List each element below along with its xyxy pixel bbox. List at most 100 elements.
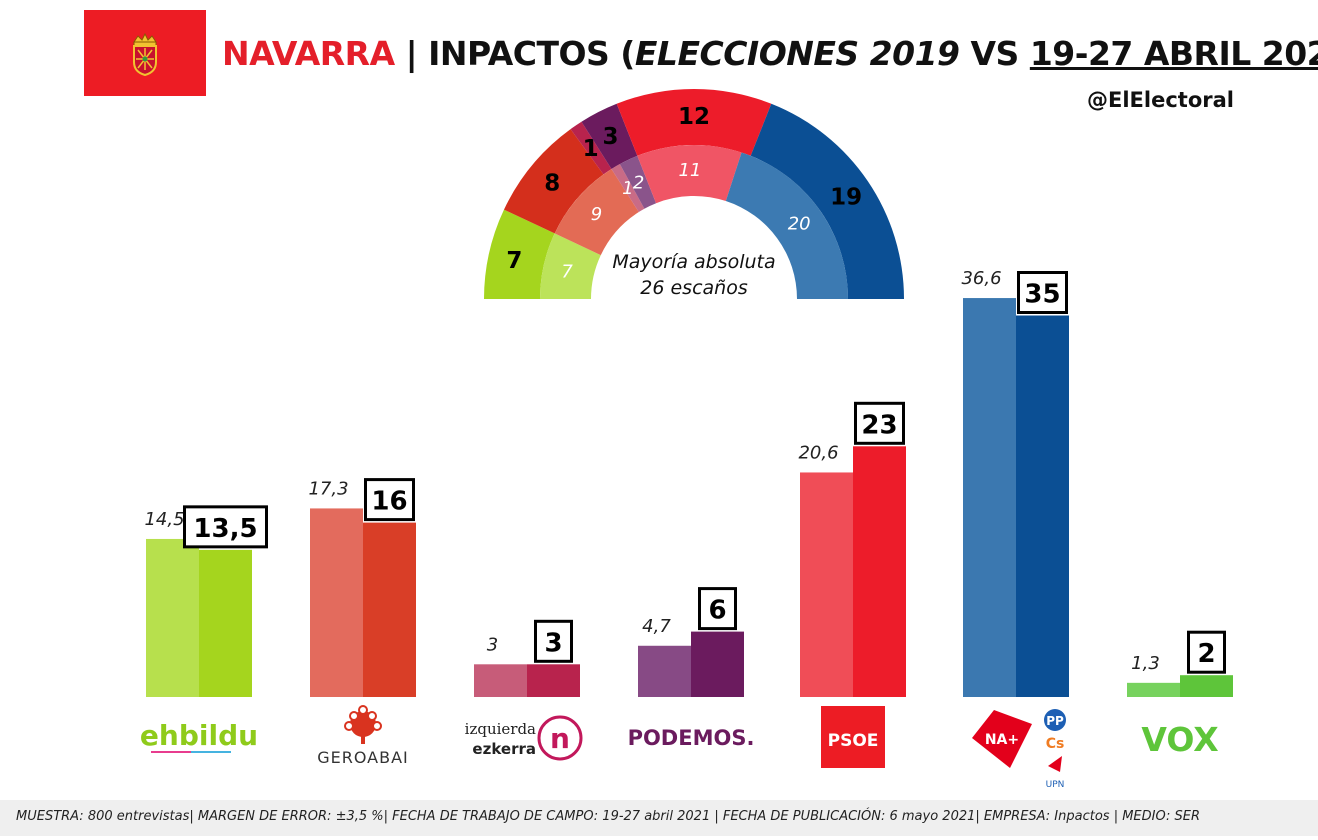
bar-2021 xyxy=(853,446,906,697)
navarra-suma-icon xyxy=(972,710,1032,768)
bar-2021 xyxy=(363,522,416,697)
bar-2021 xyxy=(199,549,252,697)
vote-bar-chart: 14,5 13,5 17,3 16 3 3 4,7 6 20,6 23 36,6 35 1,3 2 xyxy=(144,268,1233,697)
hemicycle-inner-slice xyxy=(637,144,742,204)
value-box-2021 xyxy=(534,619,573,663)
hemicycle-outer-slice xyxy=(503,129,604,234)
izquierda-ezkerra-logo: izquierda xyxy=(465,720,536,738)
value-label-2019: 14,5 xyxy=(144,509,184,530)
methodology-text: MUESTRA: 800 entrevistas| MARGEN DE ERRO… xyxy=(16,809,1200,824)
izquierda-ezkerra-n-icon: n xyxy=(550,722,570,755)
geroabai-tree-icon xyxy=(372,721,382,731)
value-box-2021 xyxy=(698,587,737,631)
majority-label: Mayoría absoluta xyxy=(612,251,775,273)
izquierda-ezkerra-n-icon xyxy=(537,715,583,761)
bar-2021 xyxy=(527,664,580,697)
value-box-2021 xyxy=(364,478,415,522)
hemicycle-outer-label: 7 xyxy=(506,248,522,274)
ehbildu-underline xyxy=(191,751,231,753)
bar-2019 xyxy=(800,472,853,697)
vox-logo: VOX xyxy=(1141,720,1218,759)
geroabai-tree-icon xyxy=(344,721,354,731)
ehbildu-logo: ehbildu xyxy=(140,719,258,752)
ehbildu-underline xyxy=(151,751,191,753)
hemicycle-outer-slice xyxy=(581,103,638,169)
hemicycle-inner-label: 7 xyxy=(561,262,573,283)
value-label-2019: 36,6 xyxy=(961,268,1001,289)
party-logos: ehbildu GEROABAI izquierda ezkerra n PODEMOS.… xyxy=(140,705,1219,790)
hemicycle-inner-label: 11 xyxy=(678,160,701,181)
upn-logo: UPN xyxy=(1046,780,1065,790)
bar-2019 xyxy=(963,298,1016,697)
hemicycle-inner-slice xyxy=(554,168,639,256)
geroabai-tree-icon xyxy=(358,705,368,715)
hemicycle-outer-slice xyxy=(570,121,612,175)
bar-2021 xyxy=(691,631,744,697)
value-label-2021: 13,5 xyxy=(193,514,257,544)
geroabai-tree-icon xyxy=(367,711,377,721)
hemicycle-outer-slice xyxy=(616,89,772,156)
hemicycle-outer-label: 12 xyxy=(678,104,710,130)
upn-icon xyxy=(1048,756,1062,772)
value-label-2021: 2 xyxy=(1197,639,1215,669)
value-box-2021 xyxy=(183,505,268,549)
navarra-suma-logo: NA+ xyxy=(985,732,1019,748)
bar-2019 xyxy=(474,664,527,697)
geroabai-tree-icon xyxy=(349,711,359,721)
majority-seats-label: 26 escaños xyxy=(640,277,748,299)
psoe-logo: PSOE xyxy=(828,731,879,751)
value-label-2019: 1,3 xyxy=(1131,653,1160,674)
value-label-2019: 17,3 xyxy=(308,478,348,499)
hemicycle-outer-label: 3 xyxy=(602,124,618,150)
geroabai-logo: GEROABAI xyxy=(317,748,409,767)
navarra-flag xyxy=(84,10,206,96)
bar-2019 xyxy=(1127,682,1180,697)
navarra-coat-of-arms-icon xyxy=(133,32,157,76)
value-box-2021 xyxy=(1017,271,1068,314)
title-pollster: INPACTOS ( xyxy=(428,34,635,73)
podemos-logo: PODEMOS. xyxy=(628,726,755,750)
pp-icon xyxy=(1044,709,1066,731)
pp-logo: PP xyxy=(1046,714,1064,728)
geroabai-tree-icon xyxy=(361,736,365,744)
value-label-2019: 3 xyxy=(487,634,498,655)
title-vs: VS xyxy=(959,34,1030,73)
bar-2019 xyxy=(146,538,199,697)
source-handle: @ElElectoral xyxy=(1087,88,1234,112)
hemicycle-inner-label: 2 xyxy=(633,172,644,193)
value-label-2021: 16 xyxy=(371,487,407,517)
bar-2019 xyxy=(638,645,691,697)
hemicycle-outer-slice xyxy=(484,209,555,299)
hemicycle-inner-label: 1 xyxy=(622,178,633,199)
value-box-2021 xyxy=(854,401,905,445)
value-label-2021: 6 xyxy=(708,596,726,626)
methodology-footer: MUESTRA: 800 entrevistas| MARGEN DE ERRO… xyxy=(0,800,1318,836)
hemicycle-inner-label: 20 xyxy=(788,214,811,235)
hemicycle-outer-label: 19 xyxy=(830,185,862,211)
value-label-2019: 20,6 xyxy=(798,442,838,463)
hemicycle-inner-slice xyxy=(725,152,848,299)
hemicycle-outer-label: 8 xyxy=(544,171,560,197)
title-region: NAVARRA xyxy=(222,34,395,73)
hemicycle-inner-slice xyxy=(619,155,657,209)
bar-2021 xyxy=(1180,675,1233,697)
value-box-2021 xyxy=(1187,630,1226,674)
title-dates: 19-27 ABRIL 2021 xyxy=(1029,34,1318,73)
title-separator: | xyxy=(394,34,429,73)
title-election: ELECCIONES 2019 xyxy=(634,34,960,73)
izquierda-ezkerra-logo: ezkerra xyxy=(472,740,536,758)
bar-2019 xyxy=(310,508,363,697)
value-label-2019: 4,7 xyxy=(642,616,671,637)
value-label-2021: 23 xyxy=(861,410,897,440)
psoe-logo-box xyxy=(821,706,885,768)
cs-logo: Cs xyxy=(1046,736,1065,752)
hemicycle-inner-slice xyxy=(611,164,645,213)
hemicycle-inner-slice xyxy=(540,233,601,299)
hemicycle-inner-label: 9 xyxy=(591,204,602,225)
hemicycle-outer-slice xyxy=(750,103,904,299)
bar-2021 xyxy=(1016,315,1069,697)
value-label-2021: 35 xyxy=(1024,280,1060,310)
